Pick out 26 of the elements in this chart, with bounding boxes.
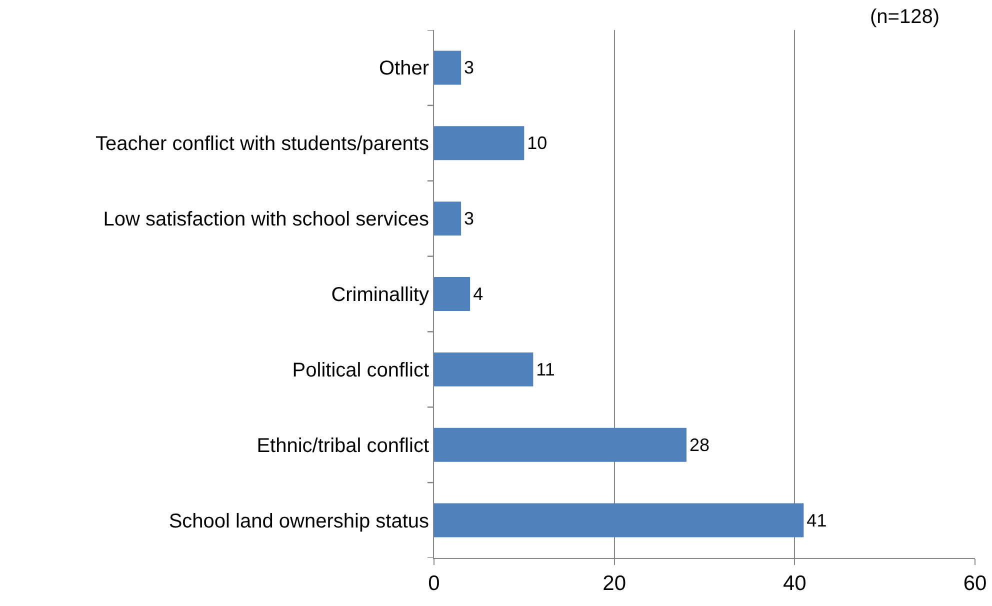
- data-label: 41: [806, 510, 827, 530]
- data-label: 3: [464, 58, 474, 78]
- x-tick-label: 20: [602, 572, 626, 596]
- bar: [434, 428, 686, 462]
- data-label: 3: [464, 208, 474, 229]
- y-tick-label: Other: [378, 58, 430, 80]
- bar: [434, 50, 462, 85]
- data-label: 11: [536, 359, 555, 380]
- data-label: 4: [473, 284, 484, 304]
- bar: [434, 503, 804, 538]
- data-label: 10: [527, 133, 548, 154]
- x-tick-label: 60: [963, 572, 987, 596]
- y-tick-label: Ethnic/tribal conflict: [256, 434, 430, 457]
- y-tick-label: School land ownership status: [168, 510, 429, 532]
- x-tick-label: 40: [782, 572, 806, 596]
- bar: [434, 352, 534, 386]
- data-label: 28: [689, 434, 710, 455]
- y-tick-label: Low satisfaction with school services: [103, 208, 429, 231]
- y-tick-label: Teacher conflict with students/parents: [95, 133, 429, 156]
- bar: [434, 126, 524, 160]
- bar: [434, 202, 462, 236]
- bar: [434, 277, 470, 311]
- y-tick-label: Political conflict: [292, 359, 430, 382]
- y-tick-label: Criminallity: [331, 284, 429, 306]
- x-tick-label: 0: [428, 572, 440, 596]
- text: (n=128): [870, 6, 940, 28]
